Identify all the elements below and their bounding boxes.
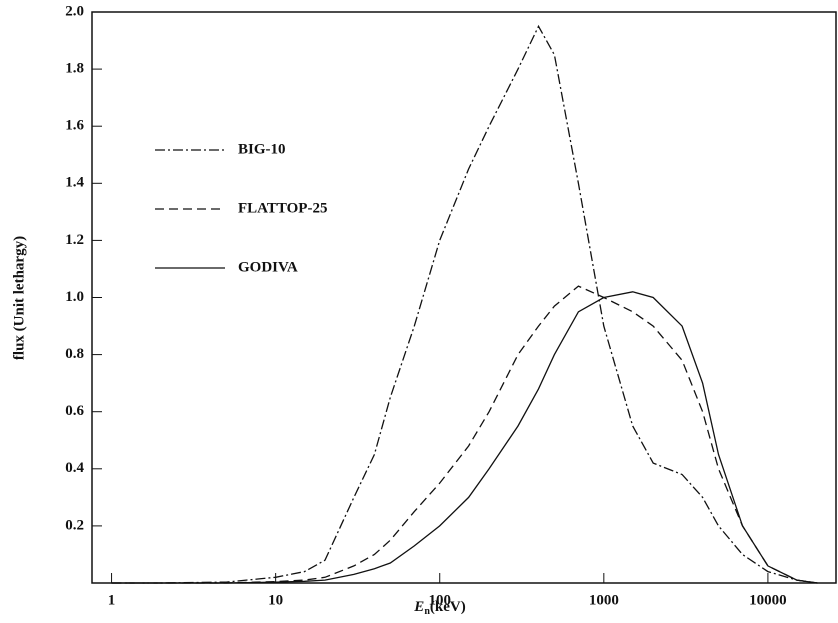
plot-frame bbox=[91, 11, 837, 584]
x-tick-label: 100 bbox=[428, 592, 451, 608]
x-label-unit: (keV) bbox=[430, 599, 466, 615]
x-tick-label: 10000 bbox=[749, 592, 787, 608]
y-tick-label: 0.6 bbox=[65, 403, 84, 419]
x-tick-label: 1 bbox=[108, 592, 116, 608]
y-axis-label: flux (Unit lethargy) bbox=[11, 236, 27, 360]
y-tick-label: 1.8 bbox=[65, 61, 84, 77]
y-tick-label: 2.0 bbox=[65, 3, 84, 19]
x-label-symbol: E bbox=[413, 599, 424, 615]
y-tick-label: 1.4 bbox=[65, 175, 84, 191]
series-line bbox=[111, 285, 818, 584]
y-tick-label: 0.4 bbox=[65, 460, 84, 476]
legend-label: BIG-10 bbox=[238, 141, 286, 157]
legend-label: GODIVA bbox=[238, 259, 298, 275]
series-line bbox=[111, 24, 818, 584]
y-tick-label: 0.2 bbox=[65, 517, 84, 533]
x-axis-label: En(keV) bbox=[413, 599, 465, 617]
y-tick-label: 1.2 bbox=[65, 232, 84, 248]
x-tick-label: 1000 bbox=[589, 592, 619, 608]
y-tick-label: 1.6 bbox=[65, 118, 84, 134]
x-tick-label: 10 bbox=[268, 592, 283, 608]
legend-label: FLATTOP-25 bbox=[238, 200, 327, 216]
series-line bbox=[111, 291, 818, 584]
y-tick-label: 1.0 bbox=[65, 289, 84, 305]
y-tick-label: 0.8 bbox=[65, 346, 84, 362]
x-label-sub: n bbox=[424, 606, 430, 617]
